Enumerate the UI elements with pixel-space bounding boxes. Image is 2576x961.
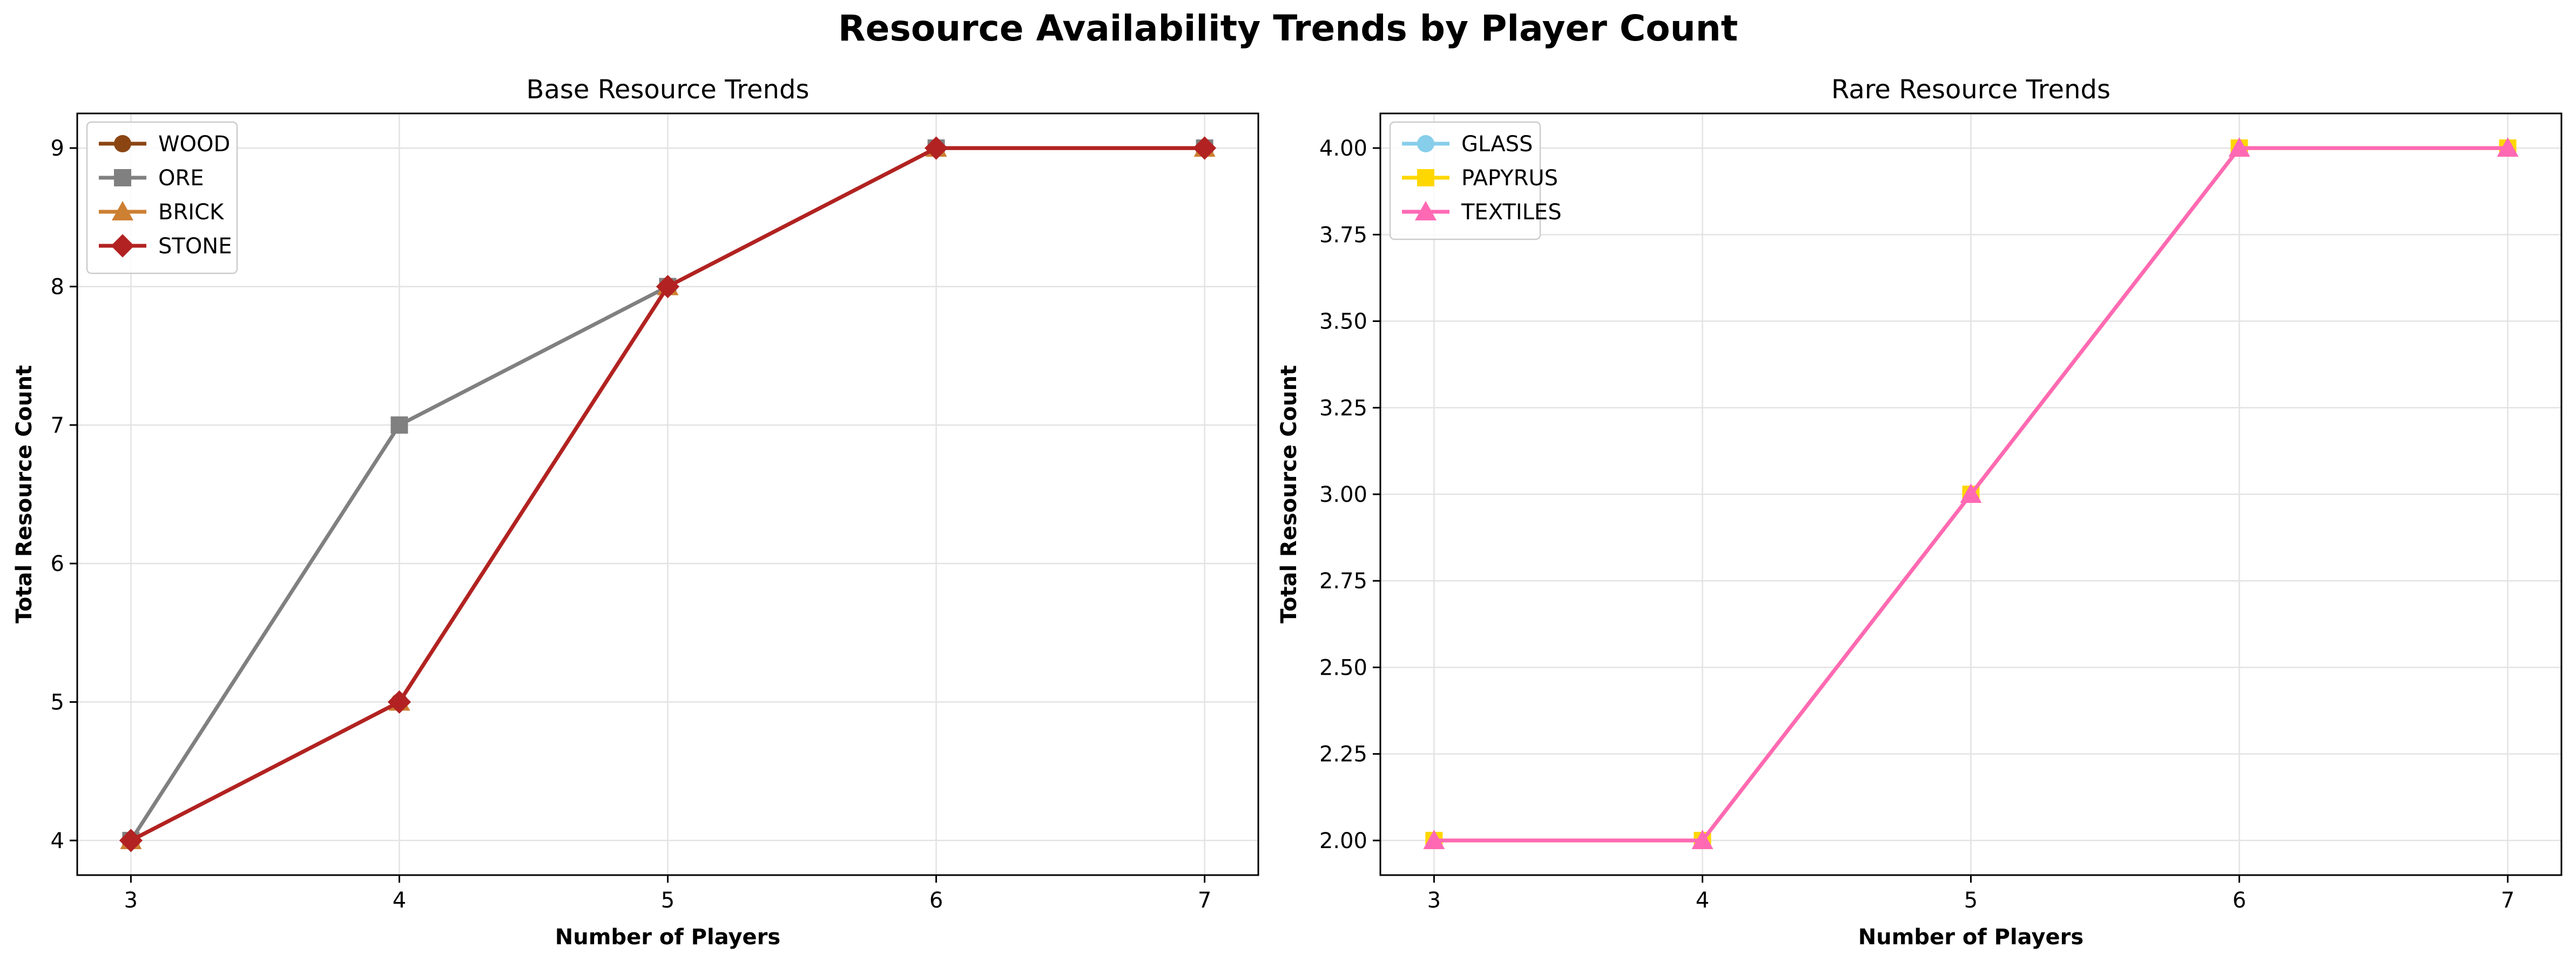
x-tick-label: 7 <box>2501 888 2514 913</box>
x-axis-label: Number of Players <box>555 925 780 950</box>
legend-marker-brick <box>112 201 133 220</box>
x-axis-label: Number of Players <box>1858 925 2083 950</box>
data-point-stone <box>119 829 143 852</box>
x-tick-label: 7 <box>1198 888 1211 913</box>
x-tick-label: 4 <box>393 888 406 913</box>
data-point-textiles <box>2228 137 2250 157</box>
x-tick-label: 4 <box>1696 888 1709 913</box>
legend-marker-wood <box>114 135 131 152</box>
chart-panel-1: 3 4 5 6 7 4 5 6 7 8 9 Base Resource Trends Number of… <box>12 75 1259 950</box>
y-tick-label: 3.25 <box>1319 396 1367 421</box>
legend-label-glass: GLASS <box>1461 132 1533 157</box>
legend-label-wood: WOOD <box>158 132 230 157</box>
y-tick-label: 9 <box>51 136 64 161</box>
data-point-stone <box>387 690 412 714</box>
legend-label-papyrus: PAPYRUS <box>1461 166 1558 191</box>
data-point-stone <box>1192 136 1217 160</box>
y-tick-label: 4 <box>51 829 64 854</box>
legend-marker-textiles <box>1415 201 1437 220</box>
data-point-stone <box>924 136 948 160</box>
x-tick-label: 5 <box>661 888 675 913</box>
data-point-stone <box>656 274 680 299</box>
data-point-textiles <box>1691 829 1714 849</box>
legend-label-ore: ORE <box>158 166 204 191</box>
legend-label-stone: STONE <box>158 234 232 259</box>
y-axis-label: Total Resource Count <box>1277 365 1302 623</box>
legend-marker-ore <box>114 169 131 186</box>
data-point-ore <box>390 416 408 434</box>
y-tick-label: 4.00 <box>1319 136 1367 161</box>
legend-box <box>86 121 238 274</box>
x-tick-label: 3 <box>1427 888 1441 913</box>
y-tick-label: 7 <box>51 413 64 438</box>
y-tick-label: 5 <box>51 690 64 715</box>
x-tick-label: 3 <box>124 888 138 913</box>
y-tick-label: 6 <box>51 552 64 576</box>
figure-title: Resource Availability Trends by Player C… <box>838 8 1738 49</box>
y-tick-label: 3.75 <box>1319 223 1367 247</box>
legend: GLASS PAPYRUS TEXTILES <box>1389 121 1562 240</box>
y-tick-label: 2.50 <box>1319 655 1367 680</box>
data-point-textiles <box>2497 137 2519 157</box>
chart-panel-2: 3 4 5 6 7 2.00 2.25 2.50 2.75 3.00 3.25 3.50 3.75 4.0… <box>1277 75 2562 950</box>
y-tick-label: 2.75 <box>1319 569 1367 594</box>
data-point-textiles <box>1960 483 1982 503</box>
legend-marker-papyrus <box>1417 169 1434 186</box>
y-tick-label: 8 <box>51 274 64 299</box>
y-axis-label: Total Resource Count <box>12 365 37 623</box>
chart-title: Rare Resource Trends <box>1831 75 2110 105</box>
x-tick-label: 5 <box>1964 888 1978 913</box>
y-tick-label: 2.25 <box>1319 742 1367 767</box>
y-tick-label: 2.00 <box>1319 829 1367 854</box>
data-point-textiles <box>1423 829 1445 849</box>
x-tick-label: 6 <box>929 888 943 913</box>
chart-title: Base Resource Trends <box>527 75 810 105</box>
legend: WOOD ORE BRICK STONE <box>86 121 238 274</box>
legend-marker-stone <box>111 234 134 258</box>
y-tick-label: 3.50 <box>1319 310 1367 334</box>
legend-marker-glass <box>1417 135 1434 152</box>
legend-label-brick: BRICK <box>158 200 225 225</box>
y-tick-label: 3.00 <box>1319 482 1367 507</box>
x-tick-label: 6 <box>2233 888 2246 913</box>
legend-label-textiles: TEXTILES <box>1461 200 1562 225</box>
